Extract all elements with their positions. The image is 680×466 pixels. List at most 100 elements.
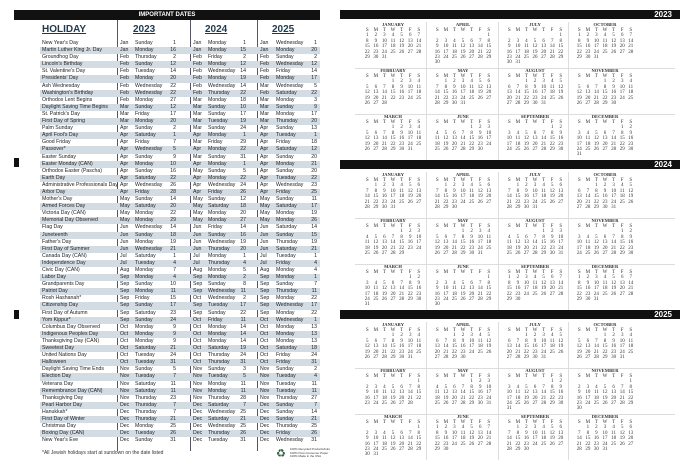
calendar-day: 6: [629, 425, 633, 431]
calendar-day: 2: [533, 79, 537, 85]
calendar-day: 13: [532, 390, 538, 396]
calendar-day: 20: [399, 395, 405, 401]
weekday-2025: Wednesday: [276, 61, 304, 68]
calendar-day: 28: [506, 447, 512, 453]
calendar-day: 21: [558, 286, 564, 292]
holiday-row: First Day of Spring Mar Monday 20 Mar Tuesday…: [40, 118, 320, 126]
weekday-2024: Friday: [208, 139, 223, 146]
weekday-header: S: [365, 120, 369, 125]
weekday-2025: Sunday: [276, 231, 294, 238]
calendar-day: 11: [399, 188, 404, 194]
calendar-day: 8: [603, 84, 607, 90]
weekday-2023: Monday: [135, 210, 154, 217]
calendar-day: 27: [619, 49, 625, 55]
month-2024: Nov: [193, 394, 203, 401]
day-2023: 27: [170, 96, 176, 103]
calendar-day: 11: [477, 338, 483, 344]
calendar-day: 29: [506, 297, 512, 303]
calendar-day: 26: [364, 101, 370, 107]
weekday-2023: Thursday: [135, 408, 157, 415]
calendar-day: 25: [381, 447, 387, 453]
day-2023: 4: [173, 274, 176, 281]
calendar-day: 30: [506, 60, 512, 66]
calendar-day: 27: [407, 49, 413, 55]
calendar-day: 21: [460, 395, 466, 401]
month-2023: Oct: [120, 337, 129, 344]
calendar-day: 14: [585, 194, 591, 200]
holiday-name: Victoria Day (CAN): [42, 210, 86, 217]
calendar-day: 22: [460, 245, 466, 251]
calendar-day: 22: [523, 95, 529, 101]
day-2023: 9: [173, 330, 176, 337]
holiday-row: New Year's Day Jan Sunday 1 Jan Monday 1 Jan Wed…: [40, 40, 320, 47]
holiday-name: Pearl Harbor Day: [42, 401, 83, 408]
weekday-2025: Sunday: [276, 103, 294, 110]
month-2023: Apr: [120, 153, 129, 160]
calendar-day: 28: [593, 101, 599, 107]
month-2023: Jul: [120, 252, 127, 259]
month-2025: Oct: [260, 352, 269, 359]
calendar-day: 27: [373, 147, 379, 153]
calendar-day: 1: [487, 275, 491, 281]
calendar-day: 8: [391, 130, 395, 136]
calendar-day: 10: [593, 280, 599, 286]
calendar-day: 28: [477, 55, 483, 61]
calendar-day: 24: [532, 441, 538, 447]
calendar-day: 25: [515, 147, 521, 153]
weekday-header: M: [443, 28, 449, 33]
month-calendar: APRIL S M T W T F S 1 2 3 4 5 6 7 8 9 10 11 12 13 14 15 16 17 18 1…: [428, 172, 498, 210]
weekday-header: S: [435, 224, 439, 229]
calendar-day: 11: [541, 430, 546, 436]
calendar-day: 23: [585, 291, 591, 297]
month-2024: Sep: [193, 288, 203, 295]
day-2023: 21: [170, 415, 176, 422]
calendar-day: 21: [576, 441, 582, 447]
calendar-day: 18: [532, 286, 538, 292]
weekday-2025: Monday: [276, 330, 295, 337]
calendar-day: 7: [550, 38, 554, 44]
weekday-header: F: [550, 420, 554, 425]
weekday-2025: Saturday: [276, 224, 297, 231]
calendar-day: 17: [602, 436, 608, 442]
month-2023: Apr: [120, 146, 129, 153]
calendar-day: 24: [523, 291, 529, 297]
calendar-day: 16: [558, 390, 564, 396]
calendar-day: 23: [364, 401, 370, 407]
calendar-day: 27: [434, 355, 440, 361]
calendar-day: 19: [628, 194, 634, 200]
calendar-day: 18: [364, 245, 370, 251]
calendar-day: 20: [443, 245, 449, 251]
calendar-day: 11: [469, 84, 474, 90]
calendar-day: 23: [399, 141, 405, 147]
calendar-day: 12: [602, 390, 608, 396]
holiday-name: Passover*: [42, 146, 66, 153]
weekday-header: M: [443, 374, 449, 379]
calendar-day: 8: [470, 130, 473, 136]
calendar-day: 13: [541, 44, 547, 50]
calendar-day: 8: [516, 430, 520, 436]
month-2023: Oct: [120, 345, 129, 352]
calendar-day: 26: [628, 199, 634, 205]
calendar-day: 29: [443, 205, 449, 211]
calendar-day: 3: [408, 79, 412, 85]
calendar-day: 19: [407, 194, 413, 200]
calendar-day: 17: [407, 136, 413, 142]
calendar-day: 9: [444, 430, 448, 436]
weekday-header: W: [460, 270, 466, 275]
calendar-day: 10: [611, 188, 617, 194]
month-calendar: FEBRUARY S M T W T F S 1 2 3 4 5 6 7 8 9 10 11 12 13 14 15 16 17…: [358, 218, 428, 256]
calendar-day: 12: [390, 390, 396, 396]
calendar-day: 15: [469, 136, 475, 142]
month-2024: Feb: [193, 75, 202, 82]
calendar-day: 17: [407, 344, 413, 350]
weekday-2023: Monday: [135, 267, 154, 273]
holiday-name: United Nations Day: [42, 352, 87, 359]
calendar-day: 2: [400, 79, 403, 85]
weekday-header: S: [629, 120, 633, 125]
calendar-day: 14: [558, 280, 564, 286]
calendar-day: 29: [515, 447, 521, 453]
calendar-day: 29: [434, 447, 440, 453]
day-2024: 22: [240, 309, 246, 316]
calendar-day: 13: [532, 136, 538, 142]
weekday-header: S: [365, 420, 369, 425]
